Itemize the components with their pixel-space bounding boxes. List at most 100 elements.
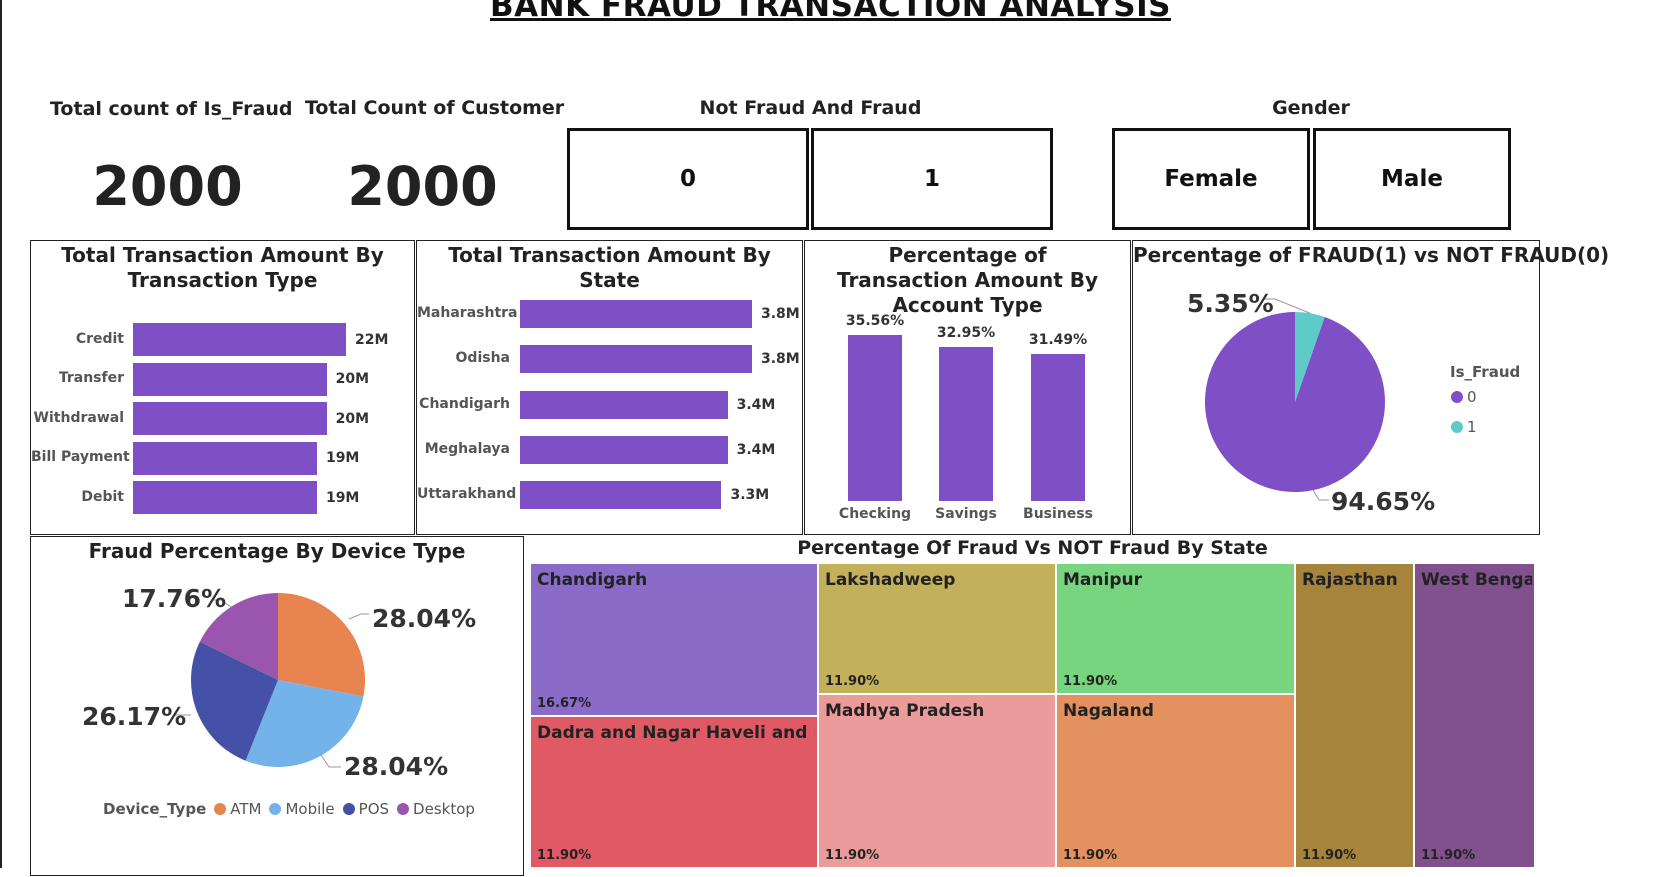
pie-svg: [173, 593, 369, 768]
state-fraud-treemap[interactable]: Chandigarh 16.67% Dadra and Nagar Haveli a…: [530, 563, 1535, 868]
kpi-customer-count-label: Total Count of Customer: [305, 97, 565, 119]
legend-item-atm[interactable]: ATM: [214, 800, 261, 818]
left-border: [0, 0, 2, 868]
account-type-chart-panel[interactable]: Percentage of Transaction Amount By Acco…: [804, 240, 1131, 535]
treemap-tile-west-bengal[interactable]: West Bengal 11.90%: [1414, 563, 1535, 868]
state-chart-title: Total Transaction Amount By State: [448, 243, 771, 292]
txn-type-bar-chart: Credit 22M Transfer 20M Withdrawal 20M Bill Pa…: [31, 241, 414, 534]
treemap-tile-manipur[interactable]: Manipur 11.90%: [1056, 563, 1295, 694]
bar-label-credit: Credit: [75, 330, 124, 347]
legend-label-pos: POS: [358, 800, 390, 818]
treemap-tile-label: Manipur: [1063, 570, 1142, 590]
bar-label-maharashtra: Maharashtra: [417, 305, 518, 321]
bar-value-debit: 19M: [325, 489, 360, 506]
legend-dot-pos: [342, 803, 355, 815]
bar-value-bill-payment: 19M: [325, 450, 360, 467]
bar-odisha[interactable]: [520, 345, 752, 374]
bar-uttarakhand[interactable]: [520, 481, 722, 510]
page-title: BANK FRAUD TRANSACTION ANALYSIS: [490, 0, 1171, 24]
bar-withdrawal[interactable]: [133, 402, 327, 436]
legend-item-desktop[interactable]: Desktop: [397, 800, 475, 818]
legend-label-mobile: Mobile: [285, 800, 335, 818]
pie-slice-1[interactable]: [1295, 312, 1325, 402]
pie-label-atm: 28.04%: [372, 604, 477, 633]
leader-line: [1312, 489, 1329, 501]
slicer-option-male[interactable]: Male: [1313, 128, 1511, 230]
bar-credit[interactable]: [133, 323, 346, 356]
legend-label-0: 0: [1467, 388, 1477, 406]
slicer-option-fraud[interactable]: 1: [811, 128, 1053, 230]
pie-label-pos: 26.17%: [82, 702, 187, 731]
txn-type-chart-panel[interactable]: Total Transaction Amount By Transaction …: [30, 240, 415, 535]
slicer-option-female[interactable]: Female: [1112, 128, 1310, 230]
legend-label-atm: ATM: [230, 800, 262, 818]
txn-type-chart-title: Total Transaction Amount By Transaction …: [61, 243, 384, 292]
column-value-checking: 35.56%: [845, 313, 905, 329]
leader-line: [348, 613, 369, 620]
column-business[interactable]: [1031, 353, 1085, 501]
treemap-tile-label: Chandigarh: [537, 570, 648, 590]
bar-value-withdrawal: 20M: [335, 410, 370, 427]
column-savings[interactable]: [939, 347, 993, 501]
fraud-pie-panel[interactable]: Percentage of FRAUD(1) vs NOT FRAUD(0) 5…: [1132, 240, 1610, 536]
bar-value-uttarakhand: 3.3M: [730, 487, 770, 504]
bar-debit[interactable]: [133, 481, 317, 515]
legend-label-1: 1: [1467, 418, 1477, 436]
column-checking[interactable]: [848, 335, 902, 501]
pie-label-desktop: 17.76%: [122, 584, 227, 613]
treemap-tile-dadra-and-nagar-haveli-and-da[interactable]: Dadra and Nagar Haveli and Da... 11.90%: [530, 716, 818, 868]
kpi-fraud-count-label: Total count of Is_Fraud: [50, 98, 293, 120]
column-label-business: Business: [1023, 506, 1093, 522]
kpi-fraud-count-value: 2000: [92, 155, 243, 218]
leader-line: [320, 754, 341, 768]
treemap-tile-madhya-pradesh[interactable]: Madhya Pradesh 11.90%: [818, 694, 1056, 868]
bar-bill-payment[interactable]: [133, 441, 317, 475]
treemap-tile-nagaland[interactable]: Nagaland 11.90%: [1056, 694, 1295, 868]
pie-slice-pos[interactable]: [191, 641, 278, 761]
treemap-tile-label: West Bengal: [1421, 570, 1532, 590]
pie-slice-atm[interactable]: [278, 593, 365, 697]
pie-label-mobile: 28.04%: [344, 752, 449, 781]
slicer-option-not-fraud[interactable]: 0: [567, 128, 809, 230]
bar-label-debit: Debit: [81, 488, 124, 505]
bar-value-meghalaya: 3.4M: [736, 441, 776, 458]
treemap-tile-value: 11.90%: [825, 674, 880, 689]
bar-label-bill-payment: Bill Payment: [31, 449, 130, 466]
pie-slice-desktop[interactable]: [199, 593, 278, 680]
column-label-checking: Checking: [838, 506, 912, 522]
bar-maharashtra[interactable]: [520, 300, 752, 328]
device-pie-chart: 28.04% 28.04% 26.17% 17.76% Device_Type ATM Mo…: [31, 537, 525, 877]
gender-slicer-label: Gender: [1272, 97, 1350, 119]
legend-item-pos[interactable]: POS: [342, 800, 390, 818]
treemap-tile-lakshadweep[interactable]: Lakshadweep 11.90%: [818, 563, 1056, 694]
bar-label-meghalaya: Meghalaya: [424, 440, 510, 457]
fraud-pie-title: Percentage of FRAUD(1) vs NOT FRAUD(0): [1133, 243, 1610, 267]
treemap-tile-value: 11.90%: [1421, 848, 1476, 863]
legend-item-1[interactable]: 1: [1451, 418, 1477, 436]
treemap-tile-rajasthan[interactable]: Rajasthan 11.90%: [1295, 563, 1414, 868]
legend-title: Is_Fraud: [1450, 363, 1521, 381]
device-pie-panel[interactable]: Fraud Percentage By Device Type 28.04% 28…: [30, 536, 524, 876]
bar-transfer[interactable]: [133, 362, 327, 396]
fraud-pie-chart: 5.35% 94.65% Is_Fraud 0 1: [1133, 241, 1541, 536]
bar-value-maharashtra: 3.8M: [761, 306, 800, 322]
bar-value-odisha: 3.8M: [761, 351, 800, 368]
bar-value-transfer: 20M: [335, 371, 370, 388]
pie-slice-mobile[interactable]: [245, 680, 364, 767]
bar-chandigarh[interactable]: [520, 390, 728, 419]
legend-item-mobile[interactable]: Mobile: [269, 800, 335, 818]
bar-label-withdrawal: Withdrawal: [33, 409, 124, 426]
legend-item-0[interactable]: 0: [1451, 388, 1477, 406]
treemap-tile-label: Nagaland: [1063, 701, 1154, 721]
treemap-tile-chandigarh[interactable]: Chandigarh 16.67%: [530, 563, 818, 716]
column-label-savings: Savings: [935, 506, 997, 522]
state-bar-chart: Maharashtra 3.8M Odisha 3.8M Chandigarh 3.4M M…: [417, 241, 802, 534]
device-legend: Device_Type ATM Mobile POS Desktop: [103, 800, 475, 818]
state-chart-panel[interactable]: Total Transaction Amount By State Mahara…: [416, 240, 803, 535]
bar-meghalaya[interactable]: [520, 435, 728, 464]
pie-svg: [1205, 298, 1385, 501]
treemap-tile-value: 11.90%: [825, 848, 880, 863]
legend-dot-0: [1451, 391, 1463, 403]
treemap-tile-value: 11.90%: [537, 848, 592, 863]
pie-label-0: 94.65%: [1331, 487, 1436, 516]
